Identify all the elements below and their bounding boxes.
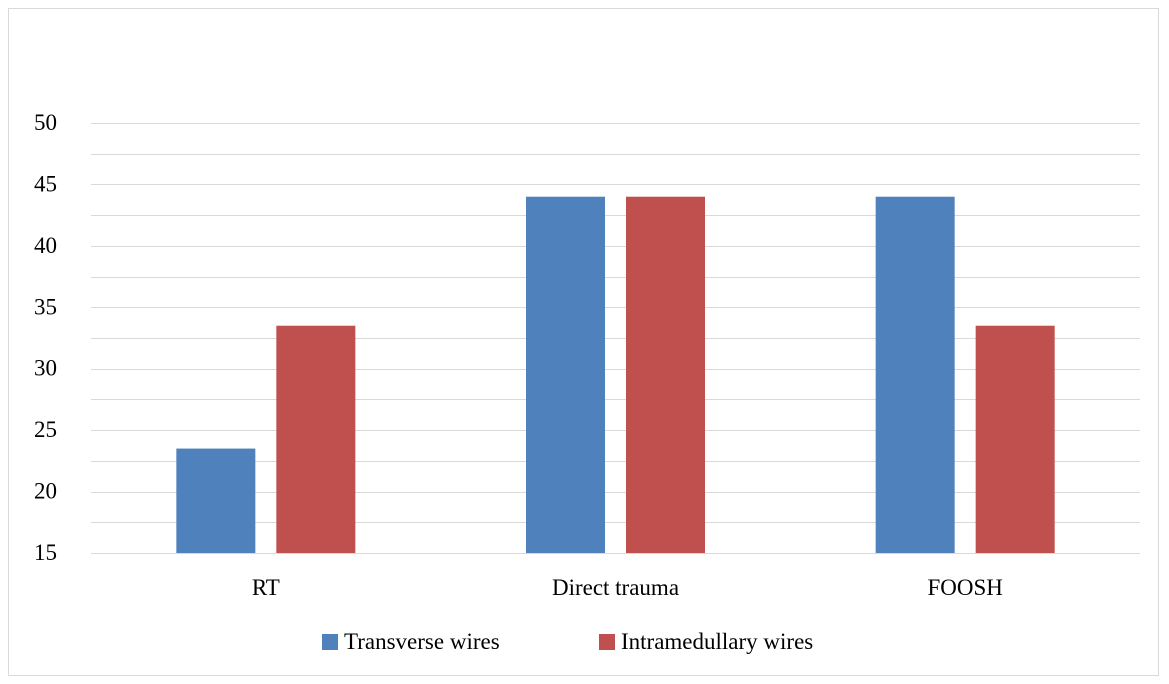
- y-tick-label: 50: [34, 110, 57, 135]
- bar-intramedullary-wires: [975, 325, 1055, 553]
- bar-transverse-wires: [176, 448, 256, 553]
- y-tick-label: 25: [34, 417, 57, 442]
- bar-transverse-wires: [875, 196, 955, 553]
- bar-intramedullary-wires: [276, 325, 356, 553]
- y-tick-label: 35: [34, 294, 57, 319]
- x-tick-label: Direct trauma: [552, 575, 679, 600]
- bars: [176, 196, 1055, 553]
- y-tick-label: 30: [34, 356, 57, 381]
- bar-transverse-wires: [526, 196, 605, 553]
- legend: Transverse wires Intramedullary wires: [322, 629, 813, 654]
- x-axis-tick-labels: RT Direct trauma FOOSH: [252, 575, 1003, 600]
- legend-swatch: [322, 634, 338, 650]
- legend-label: Transverse wires: [344, 629, 500, 654]
- y-tick-label: 15: [34, 540, 57, 565]
- y-tick-label: 45: [34, 171, 57, 196]
- legend-label: Intramedullary wires: [621, 629, 813, 654]
- gridlines: [91, 123, 1140, 554]
- y-axis-tick-labels: 15 20 25 30 35 40 45 50: [34, 110, 57, 565]
- x-tick-label: FOOSH: [927, 575, 1002, 600]
- legend-swatch: [599, 634, 615, 650]
- y-tick-label: 40: [34, 233, 57, 258]
- x-tick-label: RT: [252, 575, 280, 600]
- bar-intramedullary-wires: [626, 196, 705, 553]
- y-tick-label: 20: [34, 479, 57, 504]
